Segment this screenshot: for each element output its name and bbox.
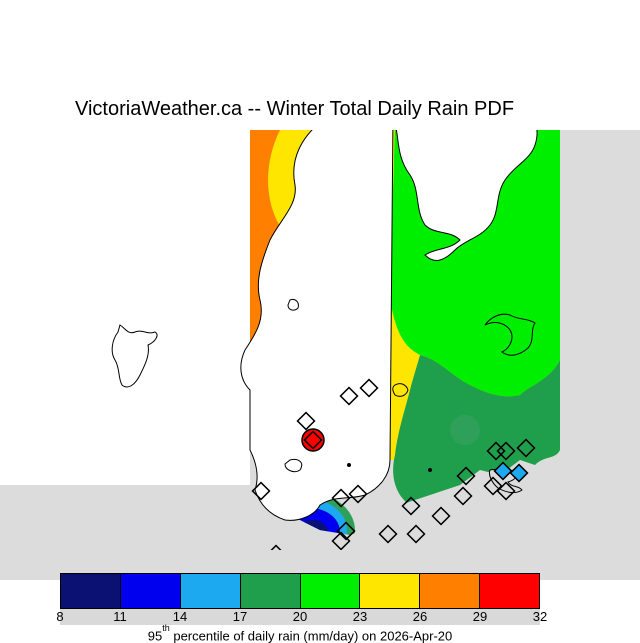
legend-swatch-2 <box>181 574 241 608</box>
legend-swatch-0 <box>61 574 121 608</box>
station-markers <box>0 130 640 550</box>
legend-container: 8 11 14 17 20 23 26 29 32 95th percentil… <box>60 573 540 643</box>
tick-26: 26 <box>413 609 427 624</box>
tick-32: 32 <box>533 609 547 624</box>
tick-29: 29 <box>473 609 487 624</box>
legend-ticks: 8 11 14 17 20 23 26 29 32 <box>60 609 540 625</box>
tick-8: 8 <box>56 609 63 624</box>
page-title: VictoriaWeather.ca -- Winter Total Daily… <box>75 98 514 121</box>
legend-swatch-3 <box>241 574 301 608</box>
legend-swatch-1 <box>121 574 181 608</box>
tick-20: 20 <box>293 609 307 624</box>
tick-11: 11 <box>113 609 127 624</box>
map-container <box>0 130 640 550</box>
legend-swatch-5 <box>360 574 420 608</box>
legend-swatch-4 <box>301 574 361 608</box>
legend-swatch-7 <box>480 574 539 608</box>
legend-swatch-6 <box>420 574 480 608</box>
tick-23: 23 <box>353 609 367 624</box>
tick-17: 17 <box>233 609 247 624</box>
tick-14: 14 <box>173 609 187 624</box>
legend-color-bar <box>60 573 540 609</box>
legend-caption: 95th percentile of daily rain (mm/day) o… <box>60 627 540 643</box>
